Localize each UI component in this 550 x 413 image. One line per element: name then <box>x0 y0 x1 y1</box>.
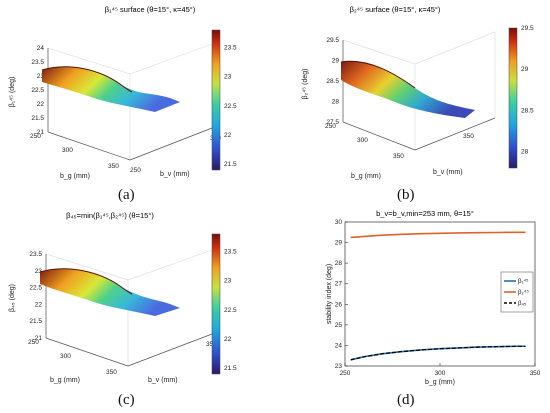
chart-title: β₁⁴⁵ surface (θ=15°, κ=45°) <box>105 5 196 14</box>
x-tick: 350 <box>106 369 117 376</box>
x-tick: 300 <box>62 147 73 154</box>
colorbar <box>508 27 518 169</box>
x-axis-label: b_g (mm) <box>60 173 90 180</box>
z-tick: 23 <box>35 268 43 275</box>
colorbar-tick: 21.5 <box>224 161 237 168</box>
x-tick: 300 <box>435 370 446 377</box>
y-tick: 23 <box>335 363 343 370</box>
x-tick: 250 <box>30 133 41 140</box>
y-tick: 27 <box>335 281 343 288</box>
chart-title: b_v=b_v,min=253 mm, θ=15° <box>376 209 474 218</box>
z-tick: 21 <box>35 335 43 342</box>
z-tick: 23.5 <box>29 251 42 258</box>
colorbar <box>211 29 221 171</box>
colorbar <box>211 233 221 375</box>
y-tick: 28 <box>335 260 343 267</box>
chart-title: β₄₅=min(β₁⁴⁵,β₂⁴⁵) (θ=15°) <box>66 211 154 220</box>
surface <box>39 268 180 316</box>
colorbar-tick: 23 <box>224 278 232 285</box>
colorbar-tick: 29.5 <box>521 25 534 32</box>
colorbar-tick: 22.5 <box>224 307 237 314</box>
x-tick: 300 <box>60 353 71 360</box>
z-axis-label: β₄₅ (deg) <box>9 284 16 312</box>
colorbar-tick: 29 <box>521 66 529 73</box>
z-tick: 27.5 <box>326 119 339 126</box>
colorbar-tick: 22 <box>224 132 232 139</box>
x-tick: 350 <box>393 153 404 160</box>
legend-label: β₂⁴⁵ <box>518 289 529 296</box>
y-tick: 24 <box>335 342 343 349</box>
series-line <box>350 345 526 361</box>
colorbar-tick: 28 <box>521 149 529 156</box>
y-tick: 25 <box>335 322 343 329</box>
colorbar-tick: 28.5 <box>521 107 534 114</box>
x-axis-label: b_g (mm) <box>351 173 381 180</box>
x-tick: 250 <box>325 123 336 130</box>
z-tick: 29 <box>332 58 340 65</box>
surface <box>340 60 475 118</box>
legend-label: β₄₅ <box>518 301 527 307</box>
y-axis-label: b_v (mm) <box>160 171 190 178</box>
series-line <box>350 231 526 239</box>
y-axis-label: b_v (mm) <box>433 169 463 176</box>
caption-d: (d) <box>397 392 415 408</box>
x-axis-label: b_g (mm) <box>425 379 455 386</box>
y-tick: 30 <box>335 219 343 226</box>
y-axis-label: stability index (deg) <box>326 264 333 324</box>
colorbar-tick: 23 <box>224 74 232 81</box>
colorbar-tick: 22 <box>224 336 232 343</box>
z-tick: 23.5 <box>31 59 44 66</box>
surface-plot-beta45: β₄₅=min(β₁⁴⁵,β₂⁴⁵) (θ=15°) 21 21.5 22 22.5 2… <box>9 211 237 384</box>
x-tick: 250 <box>340 370 351 377</box>
y-tick: 350 <box>463 133 474 140</box>
x-tick: 350 <box>530 370 541 377</box>
z-tick: 22.5 <box>31 87 44 94</box>
surface <box>41 66 180 112</box>
x-tick: 350 <box>108 163 119 170</box>
y-tick: 350 <box>206 341 217 348</box>
x-tick: 250 <box>28 339 39 346</box>
colorbar-tick: 21.5 <box>224 365 237 372</box>
z-tick: 23 <box>37 73 45 80</box>
colorbar-tick: 23.5 <box>224 249 237 256</box>
z-tick: 24 <box>37 45 45 52</box>
z-tick: 21.5 <box>31 115 44 122</box>
x-axis-label: b_g (mm) <box>50 377 80 384</box>
z-tick: 22 <box>37 101 45 108</box>
line-chart-stability: b_v=b_v,min=253 mm, θ=15° 23 24 25 26 27 28 29… <box>326 209 541 386</box>
z-tick: 21.5 <box>29 318 42 325</box>
caption-a: (a) <box>118 187 135 203</box>
y-axis-label: b_v (mm) <box>148 377 178 384</box>
z-tick: 28.5 <box>326 78 339 85</box>
legend: β₁⁴⁵ β₂⁴⁵ β₄₅ <box>500 271 534 313</box>
colorbar-tick: 22.5 <box>224 103 237 110</box>
z-tick: 22.5 <box>29 285 42 292</box>
z-tick: 22 <box>35 301 43 308</box>
y-tick: 29 <box>335 240 343 247</box>
colorbar-tick: 23.5 <box>224 45 237 52</box>
z-axis-label: β₂⁴⁵ (deg) <box>302 69 309 100</box>
caption-c: (c) <box>118 392 135 408</box>
y-tick: 250 <box>130 167 141 174</box>
z-tick: 28 <box>332 99 340 106</box>
chart-title: β₂⁴⁵ surface (θ=15°, κ=45°) <box>350 5 441 14</box>
y-tick: 26 <box>335 301 343 308</box>
x-tick: 300 <box>357 137 368 144</box>
z-tick: 21 <box>37 129 45 136</box>
surface-plot-beta2: β₂⁴⁵ surface (θ=15°, κ=45°) 27.5 28 28.5 29… <box>302 5 534 180</box>
z-axis-label: β₁⁴⁵ (deg) <box>9 77 16 108</box>
legend-label: β₁⁴⁵ <box>518 278 529 285</box>
caption-b: (b) <box>397 187 415 203</box>
z-tick: 29.5 <box>326 37 339 44</box>
surface-plot-beta1: β₁⁴⁵ surface (θ=15°, κ=45°) 21 21.5 22 22.5… <box>9 5 237 180</box>
